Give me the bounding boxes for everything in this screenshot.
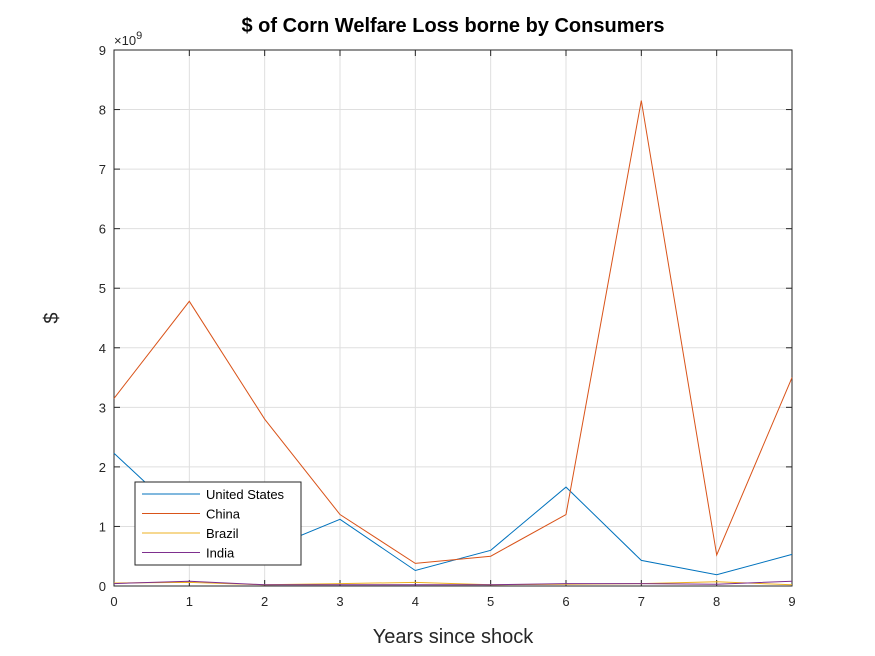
- x-tick-label: 3: [336, 594, 343, 609]
- series-line-brazil: [113, 581, 793, 586]
- y-exponent-base: ×10: [114, 33, 136, 48]
- series-line-china: [113, 100, 793, 564]
- y-tick-label: 5: [99, 281, 106, 296]
- legend: United States China Brazil India: [134, 481, 302, 566]
- legend-box: [134, 481, 302, 566]
- y-tick-label: 6: [99, 222, 106, 237]
- x-tick-label: 1: [186, 594, 193, 609]
- x-tick-label: 6: [562, 594, 569, 609]
- series-line-india: [113, 580, 793, 586]
- y-tick-label: 0: [99, 579, 106, 594]
- y-exponent: ×109: [114, 30, 142, 48]
- legend-entry: India: [206, 546, 235, 561]
- chart-title: $ of Corn Welfare Loss borne by Consumer…: [241, 15, 664, 37]
- x-tick-label: 9: [788, 594, 795, 609]
- x-tick-label: 5: [487, 594, 494, 609]
- y-tick-label: 9: [99, 43, 106, 58]
- legend-entry: China: [206, 507, 241, 522]
- y-exponent-power: 9: [136, 30, 142, 42]
- y-tick-label: 3: [99, 400, 106, 415]
- x-tick-label: 4: [412, 594, 419, 609]
- y-tick-label: 4: [99, 341, 106, 356]
- x-tick-label: 0: [110, 594, 117, 609]
- axis-ticks: 0 1 2 3 4 5 6 7 8 9 0 1 2 3 4 5 6 7 8 9: [99, 43, 796, 609]
- plot-frame: [113, 49, 793, 587]
- x-tick-label: 7: [638, 594, 645, 609]
- x-tick-label: 8: [713, 594, 720, 609]
- y-tick-label: 1: [99, 519, 106, 534]
- y-axis-label: $: [41, 312, 63, 323]
- legend-entry: United States: [206, 487, 285, 502]
- x-tick-label: 2: [261, 594, 268, 609]
- y-tick-label: 7: [99, 162, 106, 177]
- y-tick-label: 2: [99, 460, 106, 475]
- x-axis-label: Years since shock: [373, 626, 534, 648]
- y-tick-label: 8: [99, 103, 106, 118]
- legend-entry: Brazil: [206, 526, 239, 541]
